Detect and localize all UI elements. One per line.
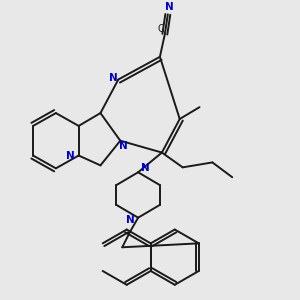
Text: N: N — [141, 163, 149, 173]
Text: N: N — [119, 141, 128, 151]
Text: C: C — [158, 24, 164, 34]
Text: N: N — [126, 215, 135, 225]
Text: N: N — [66, 151, 75, 160]
Text: N: N — [165, 2, 174, 13]
Text: N: N — [109, 73, 118, 82]
